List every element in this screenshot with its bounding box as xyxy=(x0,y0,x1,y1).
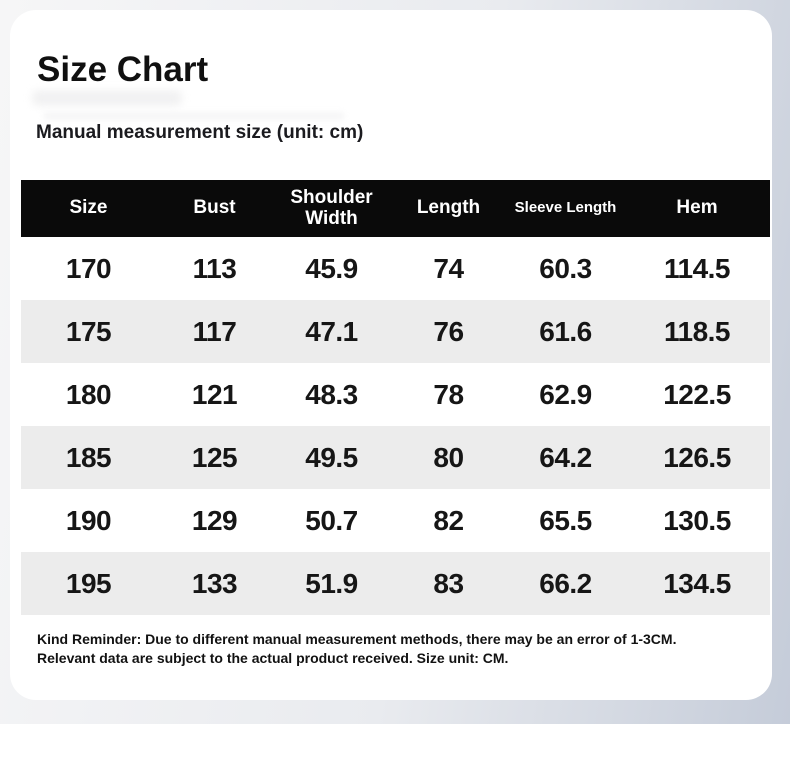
table-cell: 133 xyxy=(156,552,273,615)
reminder-text: Kind Reminder: Due to different manual m… xyxy=(37,630,752,668)
column-header: Bust xyxy=(156,180,273,237)
table-cell: 190 xyxy=(21,489,156,552)
table-cell: 185 xyxy=(21,426,156,489)
table-cell: 51.9 xyxy=(273,552,390,615)
translation-artifact xyxy=(32,90,182,106)
table-cell: 64.2 xyxy=(507,426,624,489)
reminder-line-2: Relevant data are subject to the actual … xyxy=(37,649,509,666)
table-cell: 118.5 xyxy=(624,300,770,363)
table-cell: 195 xyxy=(21,552,156,615)
table-cell: 129 xyxy=(156,489,273,552)
table-row: 190 129 50.7 82 65.5 130.5 xyxy=(21,489,770,552)
table-cell: 175 xyxy=(21,300,156,363)
table-cell: 65.5 xyxy=(507,489,624,552)
table-row: 170 113 45.9 74 60.3 114.5 xyxy=(21,237,770,300)
table-cell: 83 xyxy=(390,552,507,615)
table-body: 170 113 45.9 74 60.3 114.5 175 117 47.1 76 61.6 118… xyxy=(21,237,770,615)
table-cell: 60.3 xyxy=(507,237,624,300)
table-header-row: Size Bust Shoulder Width Length Sleeve Lengt… xyxy=(21,180,770,237)
table-cell: 82 xyxy=(390,489,507,552)
size-table: Size Bust Shoulder Width Length Sleeve Lengt… xyxy=(21,180,770,615)
table-cell: 114.5 xyxy=(624,237,770,300)
table-cell: 74 xyxy=(390,237,507,300)
table-cell: 78 xyxy=(390,363,507,426)
table-cell: 80 xyxy=(390,426,507,489)
table-row: 175 117 47.1 76 61.6 118.5 xyxy=(21,300,770,363)
table-cell: 48.3 xyxy=(273,363,390,426)
table-cell: 170 xyxy=(21,237,156,300)
table-cell: 126.5 xyxy=(624,426,770,489)
table-row: 185 125 49.5 80 64.2 126.5 xyxy=(21,426,770,489)
table-cell: 76 xyxy=(390,300,507,363)
table-cell: 62.9 xyxy=(507,363,624,426)
table-cell: 45.9 xyxy=(273,237,390,300)
table-cell: 61.6 xyxy=(507,300,624,363)
size-chart-card: Size Chart Manual measurement size (unit… xyxy=(10,10,772,700)
table-cell: 130.5 xyxy=(624,489,770,552)
table-cell: 50.7 xyxy=(273,489,390,552)
table-cell: 113 xyxy=(156,237,273,300)
table-cell: 134.5 xyxy=(624,552,770,615)
table-cell: 122.5 xyxy=(624,363,770,426)
column-header: Size xyxy=(21,180,156,237)
reminder-line-1: Kind Reminder: Due to different manual m… xyxy=(37,631,677,647)
table-cell: 49.5 xyxy=(273,426,390,489)
column-header: Length xyxy=(390,180,507,237)
column-header: Sleeve Length xyxy=(507,180,624,237)
table-row: 195 133 51.9 83 66.2 134.5 xyxy=(21,552,770,615)
column-header: Hem xyxy=(624,180,770,237)
page-title: Size Chart xyxy=(37,50,209,89)
translation-artifact xyxy=(44,112,344,120)
table-cell: 180 xyxy=(21,363,156,426)
column-header: Shoulder Width xyxy=(273,180,390,237)
table-cell: 117 xyxy=(156,300,273,363)
table-row: 180 121 48.3 78 62.9 122.5 xyxy=(21,363,770,426)
subtitle: Manual measurement size (unit: cm) xyxy=(36,122,364,143)
table-cell: 47.1 xyxy=(273,300,390,363)
table-cell: 66.2 xyxy=(507,552,624,615)
table-cell: 121 xyxy=(156,363,273,426)
table-cell: 125 xyxy=(156,426,273,489)
